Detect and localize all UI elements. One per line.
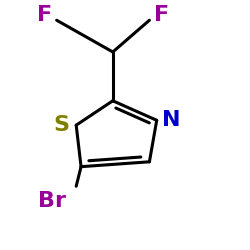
Text: F: F: [37, 5, 52, 25]
Text: Br: Br: [38, 191, 66, 211]
Text: N: N: [162, 110, 180, 130]
Text: F: F: [154, 5, 169, 25]
Text: S: S: [54, 115, 70, 135]
